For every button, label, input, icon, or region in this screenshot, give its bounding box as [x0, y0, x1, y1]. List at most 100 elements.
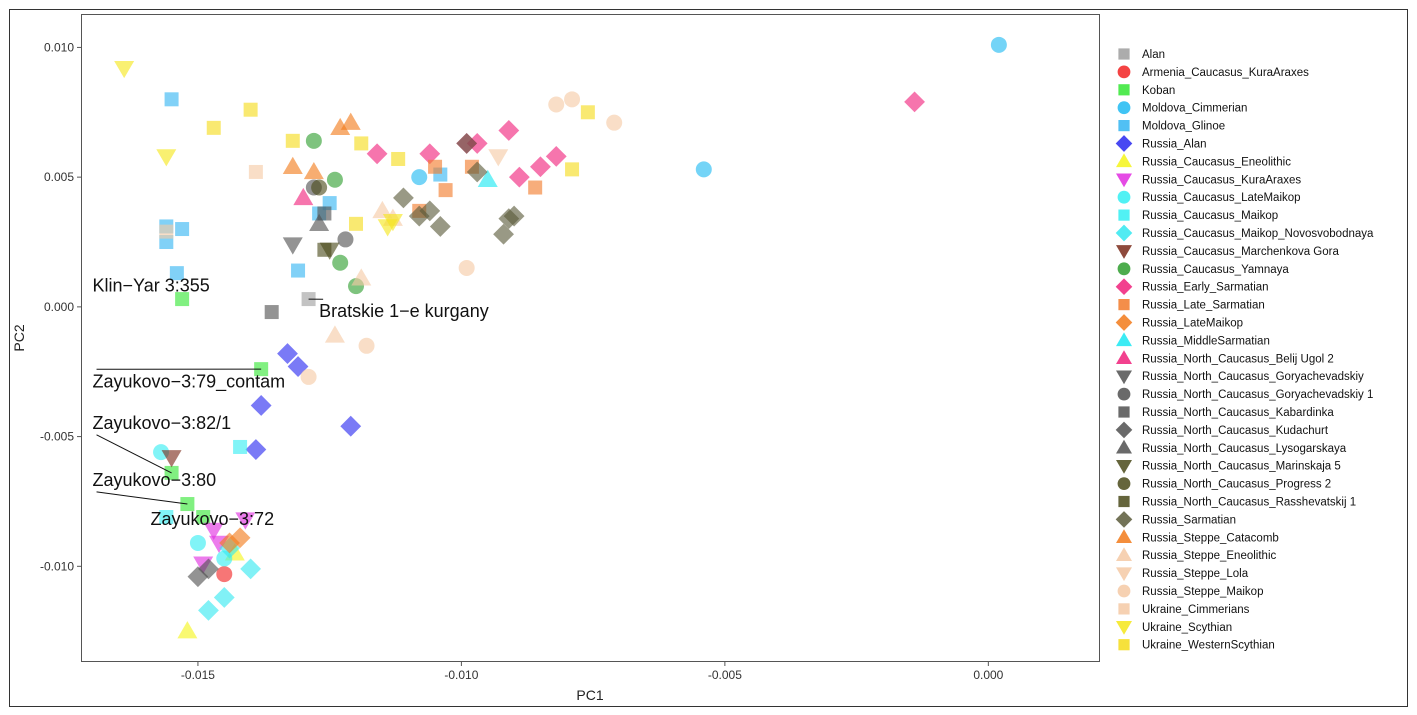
legend-label: Russia_Caucasus_Eneolithic: [1142, 156, 1291, 168]
data-point: [196, 510, 211, 525]
legend-item-russia-middlesarmatian: Russia_MiddleSarmatian: [1116, 332, 1270, 347]
series-russia-north-caucasus-rasshevatskij-1: [317, 242, 332, 257]
legend-swatch: [1116, 153, 1132, 168]
legend-item-russia-north-caucasus-progress-2: Russia_North_Caucasus_Progress 2: [1117, 477, 1331, 491]
series-russia-north-caucasus-lysogarskaya: [309, 213, 330, 232]
y-tick-label: 0.005: [44, 170, 74, 184]
data-point: [332, 254, 349, 271]
data-point: [169, 266, 184, 281]
y-tick-label: 0.010: [44, 40, 74, 54]
annotation-label: Zayukovo−3:80: [93, 470, 217, 490]
data-point: [466, 161, 488, 183]
series-russia-latemaikop: [219, 527, 251, 554]
legend-swatch: [1118, 406, 1130, 418]
legend-label: Russia_Steppe_Maikop: [1142, 586, 1263, 598]
legend-swatch: [1116, 332, 1132, 347]
data-point: [161, 450, 182, 468]
annotation-label: Zayukovo−3:79_contam: [93, 371, 286, 392]
series-russia-caucasus-marchenkova-gora: [161, 450, 182, 468]
legend-item-russia-caucasus-latemaikop: Russia_Caucasus_LateMaikop: [1117, 190, 1301, 204]
legend-item-moldova-cimmerian: Moldova_Cimmerian: [1117, 101, 1247, 115]
plot-panel: [81, 14, 1100, 662]
legend-item-russia-steppe-catacomb: Russia_Steppe_Catacomb: [1116, 529, 1279, 544]
series-ukraine-scythian: [114, 60, 403, 237]
legend-label: Ukraine_Scythian: [1142, 622, 1232, 634]
annotation-leader: [96, 491, 188, 505]
data-point: [317, 242, 332, 257]
legend-item-ukraine-westernscythian: Ukraine_WesternScythian: [1118, 639, 1275, 652]
legend-swatch: [1116, 370, 1132, 385]
data-point: [340, 415, 362, 437]
legend-item-russia-north-caucasus-goryachevadskiy-1: Russia_North_Caucasus_Goryachevadskiy 1: [1117, 387, 1373, 401]
data-point: [545, 145, 567, 167]
data-point: [564, 91, 581, 108]
data-point: [245, 439, 267, 460]
data-point: [428, 159, 443, 174]
data-point: [508, 166, 530, 188]
legend-item-russia-north-caucasus-belij-ugol-2: Russia_North_Caucasus_Belij Ugol 2: [1116, 350, 1334, 365]
annotation-leader: [96, 434, 172, 474]
series-russia-north-caucasus-goryachevadskiy: [282, 237, 303, 255]
data-point: [291, 263, 306, 278]
data-point: [293, 187, 314, 206]
data-point: [175, 292, 190, 307]
legend-swatch: [1117, 262, 1131, 276]
data-point: [488, 149, 509, 167]
legend-label: Russia_Caucasus_Yamnaya: [1142, 264, 1289, 276]
y-axis-label: PC2: [11, 324, 27, 351]
legend-swatch: [1116, 173, 1132, 188]
legend-swatch: [1115, 314, 1133, 331]
legend-item-russia-sarmatian: Russia_Sarmatian: [1115, 511, 1236, 528]
data-point: [354, 136, 369, 151]
legend-label: Ukraine_WesternScythian: [1142, 640, 1275, 652]
series-russia-early-sarmatian: [366, 91, 925, 188]
data-point: [282, 156, 303, 174]
legend-label: Russia_Caucasus_KuraAraxes: [1142, 174, 1301, 186]
data-point: [904, 91, 925, 113]
legend-label: Russia_North_Caucasus_Goryachevadskiy: [1142, 371, 1364, 383]
legend-item-russia-caucasus-eneolithic: Russia_Caucasus_Eneolithic: [1116, 153, 1291, 168]
y-axis: -0.010 -0.005 0.000 0.005 0.010: [40, 40, 82, 573]
legend-label: Alan: [1142, 49, 1165, 61]
series-russia-north-caucasus-progress-2: [311, 179, 328, 196]
data-point: [177, 621, 198, 639]
legend-label: Russia_Caucasus_LateMaikop: [1142, 192, 1301, 204]
series-armenia-caucasus-kuraaraxes: [216, 566, 233, 583]
data-point: [477, 169, 498, 187]
legend-label: Koban: [1142, 85, 1175, 97]
data-point: [159, 224, 174, 239]
series-russia-caucasus-latemaikop: [153, 444, 233, 567]
legend-item-russia-north-caucasus-goryachevadskiy: Russia_North_Caucasus_Goryachevadskiy: [1116, 370, 1364, 385]
legend-label: Russia_North_Caucasus_Marinskaja 5: [1142, 461, 1341, 473]
legend-item-russia-steppe-maikop: Russia_Steppe_Maikop: [1117, 584, 1263, 598]
legend-item-moldova-glinoe: Moldova_Glinoe: [1118, 120, 1225, 133]
series-russia-caucasus-maikop: [159, 439, 248, 525]
data-point: [164, 92, 179, 107]
legend-label: Russia_North_Caucasus_Goryachevadskiy 1: [1142, 389, 1373, 401]
data-point: [548, 96, 565, 113]
annotation-label: Zayukovo−3:72: [151, 509, 275, 529]
data-point: [153, 444, 170, 461]
point-annotations: Klin−Yar 3:355 Bratskie 1−e kurgany Zayuko…: [93, 275, 489, 528]
series-ukraine-westernscythian: [206, 102, 595, 231]
legend-swatch: [1116, 547, 1132, 561]
legend-item-russia-caucasus-yamnaya: Russia_Caucasus_Yamnaya: [1117, 262, 1289, 276]
legend-swatch: [1118, 48, 1130, 60]
series-russia-middlesarmatian: [477, 169, 498, 187]
legend-item-ukraine-scythian: Ukraine_Scythian: [1116, 621, 1232, 635]
data-point: [206, 120, 221, 135]
data-point: [248, 164, 263, 179]
legend-item-russia-latemaikop: Russia_LateMaikop: [1115, 314, 1243, 331]
legend-label: Russia_Steppe_Lola: [1142, 568, 1249, 580]
legend-swatch: [1116, 245, 1132, 259]
data-point: [324, 325, 345, 343]
legend-label: Russia_LateMaikop: [1142, 318, 1243, 330]
data-point: [229, 527, 251, 549]
data-point: [326, 171, 343, 188]
data-point: [282, 237, 303, 255]
series-russia-sarmatian: [393, 133, 525, 245]
y-tick-label: -0.005: [40, 430, 74, 444]
data-point: [216, 566, 233, 583]
legend-swatch: [1115, 511, 1133, 528]
